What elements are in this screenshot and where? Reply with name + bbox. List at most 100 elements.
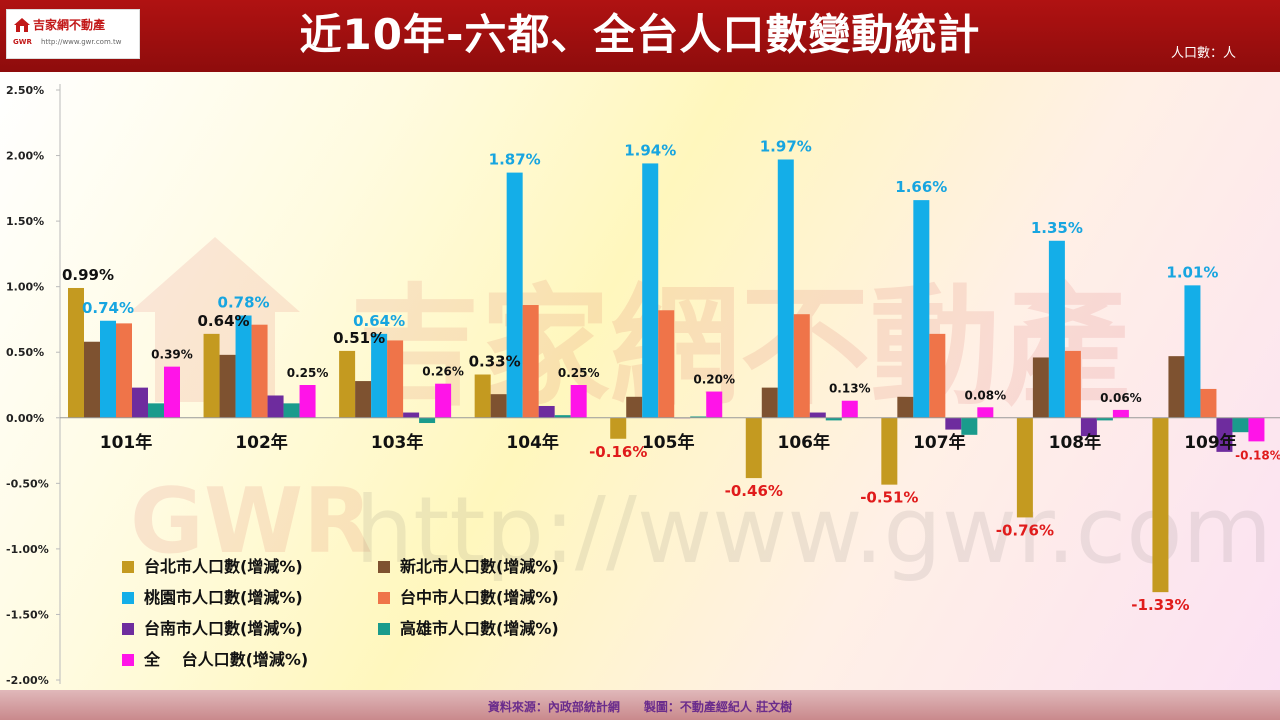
legend-swatch bbox=[122, 623, 134, 635]
bar bbox=[570, 385, 587, 418]
bar bbox=[809, 412, 826, 418]
data-label: 1.35% bbox=[1031, 219, 1083, 237]
data-label: 1.66% bbox=[895, 178, 947, 196]
bar bbox=[690, 416, 707, 418]
legend-swatch bbox=[122, 592, 134, 604]
legend-swatch bbox=[122, 561, 134, 573]
logo-mark-text: GWR bbox=[13, 38, 32, 46]
bar bbox=[945, 417, 962, 430]
data-label: 1.01% bbox=[1166, 263, 1218, 281]
bar bbox=[1200, 388, 1217, 418]
data-label: 0.64% bbox=[353, 312, 405, 330]
data-label: 0.64% bbox=[198, 312, 250, 330]
bar bbox=[1016, 417, 1033, 518]
bar bbox=[132, 387, 148, 418]
legend-swatch bbox=[122, 654, 134, 666]
bar bbox=[403, 412, 420, 418]
legend-label: 台南市人口數(增減%) bbox=[144, 619, 303, 638]
bar bbox=[219, 354, 236, 418]
bar bbox=[435, 383, 452, 418]
data-label: 0.78% bbox=[218, 294, 270, 312]
bar bbox=[355, 381, 372, 418]
x-axis: 101年 102年 103年 104年 105年 106年 107年 108年 109年 bbox=[100, 432, 1237, 453]
data-label: 0.51% bbox=[333, 329, 385, 347]
bar bbox=[610, 417, 627, 439]
bar bbox=[1032, 357, 1049, 418]
data-label: 0.20% bbox=[693, 373, 735, 387]
bar bbox=[387, 340, 404, 418]
data-label: -1.33% bbox=[1131, 596, 1189, 614]
legend-label: 新北市人口數(增減%) bbox=[400, 557, 559, 576]
bar-chart: 吉家網不動產 GWR http://www.gwr.com.tw 2.50%2.… bbox=[6, 84, 1280, 687]
y-tick-label: -2.00% bbox=[6, 674, 49, 687]
bar bbox=[299, 385, 316, 418]
watermark-url: http://www.gwr.com.tw bbox=[355, 477, 1280, 584]
bar bbox=[929, 333, 946, 418]
bar bbox=[977, 407, 994, 418]
bar bbox=[1168, 356, 1185, 418]
bar bbox=[522, 305, 539, 418]
y-tick-label: 2.50% bbox=[6, 84, 44, 97]
watermark-mark: GWR bbox=[130, 469, 372, 574]
bar bbox=[706, 391, 723, 418]
data-label: 0.06% bbox=[1100, 391, 1142, 405]
y-tick-label: -1.00% bbox=[6, 543, 49, 556]
data-label: 0.25% bbox=[558, 366, 600, 380]
data-label: -0.16% bbox=[589, 443, 647, 461]
x-tick-label: 102年 bbox=[235, 432, 288, 453]
data-label: 1.97% bbox=[760, 137, 812, 155]
x-tick-label: 107年 bbox=[913, 432, 966, 453]
data-labels: 0.99%0.74%0.39%0.64%0.78%0.25%0.51%0.64%… bbox=[62, 137, 1280, 614]
logo-url: http://www.gwr.com.tw bbox=[41, 38, 122, 46]
bar bbox=[1184, 285, 1201, 418]
source-note: 資料來源：內政部統計網 製圖：不動產經紀人 莊文樹 bbox=[487, 700, 793, 714]
bar bbox=[419, 417, 436, 424]
data-label: 0.08% bbox=[965, 388, 1007, 402]
bar bbox=[339, 350, 356, 418]
bar bbox=[371, 333, 388, 418]
bar bbox=[1096, 417, 1113, 421]
bar bbox=[164, 366, 180, 418]
bar bbox=[68, 287, 84, 418]
y-tick-label: -0.50% bbox=[6, 477, 49, 490]
y-axis: 2.50% 2.00% 1.50% 1.00% 0.50% 0.00% -0.50% -1.0… bbox=[6, 84, 60, 687]
bar bbox=[825, 417, 842, 421]
legend-label: 全 台人口數(增減%) bbox=[144, 650, 309, 669]
y-tick-label: 1.00% bbox=[6, 281, 44, 294]
bar bbox=[626, 396, 643, 418]
bar bbox=[642, 163, 659, 418]
bar bbox=[913, 200, 930, 418]
house-logo-icon bbox=[14, 18, 30, 32]
legend-label: 桃園市人口數(增減%) bbox=[144, 588, 303, 607]
bar bbox=[1152, 417, 1169, 593]
bar bbox=[116, 323, 132, 418]
bar bbox=[283, 403, 300, 418]
legend-swatch bbox=[378, 592, 390, 604]
unit-label: 人口數：人 bbox=[1170, 46, 1236, 61]
x-tick-label: 106年 bbox=[778, 432, 831, 453]
bar bbox=[1232, 417, 1249, 433]
y-tick-label: -1.50% bbox=[6, 608, 49, 621]
bar bbox=[793, 314, 810, 418]
data-label: 0.25% bbox=[287, 366, 329, 380]
x-tick-label: 104年 bbox=[506, 432, 559, 453]
bar bbox=[267, 395, 284, 418]
watermark-brand: 吉家網不動產 bbox=[350, 271, 1130, 423]
data-label: 0.74% bbox=[82, 299, 134, 317]
data-label: 1.87% bbox=[489, 151, 541, 169]
footer-bar: 資料來源：內政部統計網 製圖：不動產經紀人 莊文樹 bbox=[0, 690, 1280, 720]
bar bbox=[658, 310, 675, 418]
y-tick-label: 1.50% bbox=[6, 215, 44, 228]
bar bbox=[506, 172, 523, 418]
data-label: 0.99% bbox=[62, 266, 114, 284]
data-label: -0.46% bbox=[725, 482, 783, 500]
x-tick-label: 103年 bbox=[371, 432, 424, 453]
bar bbox=[490, 394, 507, 418]
bar bbox=[1248, 417, 1265, 442]
bar bbox=[1080, 417, 1097, 437]
bar bbox=[554, 415, 571, 418]
legend-swatch bbox=[378, 623, 390, 635]
bar bbox=[777, 159, 794, 418]
bar bbox=[1112, 409, 1129, 418]
x-tick-label: 108年 bbox=[1049, 432, 1102, 453]
